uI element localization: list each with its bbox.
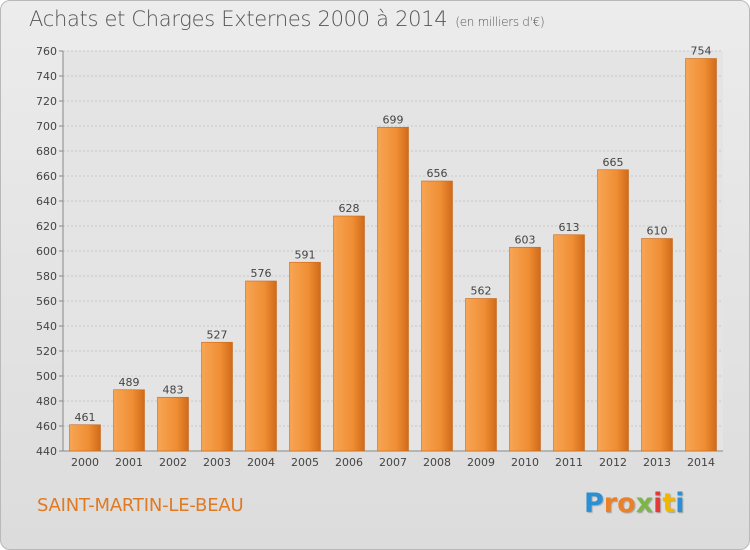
x-tick-label: 2011: [555, 456, 583, 469]
x-tick-label: 2001: [115, 456, 143, 469]
y-tick-label: 640: [36, 195, 57, 208]
bar: [377, 126, 409, 452]
x-tick-label: 2000: [71, 456, 99, 469]
data-label: 591: [295, 248, 316, 261]
y-tick-label: 580: [36, 270, 57, 283]
data-label: 754: [691, 45, 712, 58]
bar: [465, 298, 497, 452]
x-tick-label: 2004: [247, 456, 275, 469]
x-tick-label: 2007: [379, 456, 407, 469]
logo-letter: o: [617, 488, 636, 519]
location-label: SAINT-MARTIN-LE-BEAU: [37, 495, 244, 516]
bar-group: [69, 424, 101, 452]
x-tick-label: 2013: [643, 456, 671, 469]
bar: [157, 396, 189, 452]
bar: [245, 280, 277, 452]
data-label: 656: [427, 167, 448, 180]
chart-subtitle: (en milliers d'€): [455, 15, 545, 29]
y-tick-label: 680: [36, 145, 57, 158]
bar-group: [201, 341, 233, 452]
y-tick-label: 600: [36, 245, 57, 258]
bar: [69, 424, 101, 452]
bar-group: [333, 215, 365, 452]
data-label: 628: [339, 202, 360, 215]
bar: [289, 261, 321, 452]
bar-group: [245, 280, 277, 452]
x-tick-label: 2003: [203, 456, 231, 469]
y-tick-label: 440: [36, 445, 57, 458]
bar: [421, 180, 453, 452]
bar-group: [553, 234, 585, 452]
logo-letter: P: [584, 488, 604, 519]
data-label: 489: [119, 376, 140, 389]
y-tick-label: 660: [36, 170, 57, 183]
bar: [509, 246, 541, 452]
data-label: 665: [603, 156, 624, 169]
bar: [641, 238, 673, 452]
bar: [553, 234, 585, 452]
x-tick-label: 2002: [159, 456, 187, 469]
x-tick-label: 2014: [687, 456, 715, 469]
data-label: 603: [515, 233, 536, 246]
logo-letter: i: [653, 488, 663, 519]
logo-letter: t: [662, 488, 676, 519]
logo-letter: r: [603, 488, 618, 519]
bar: [333, 215, 365, 452]
bars-layer: [69, 58, 717, 452]
y-tick-label: 520: [36, 345, 57, 358]
y-tick-label: 560: [36, 295, 57, 308]
bar-group: [597, 169, 629, 452]
data-label: 562: [471, 285, 492, 298]
bar: [201, 341, 233, 452]
bar-group: [157, 396, 189, 452]
bar: [113, 389, 145, 452]
logo-letter: i: [675, 488, 685, 519]
data-label: 613: [559, 221, 580, 234]
data-label: 610: [647, 225, 668, 238]
title-text: Achats et Charges Externes 2000 à 2014: [29, 7, 448, 31]
bar: [597, 169, 629, 452]
x-tick-label: 2012: [599, 456, 627, 469]
y-tick-label: 500: [36, 370, 57, 383]
bar-group: [289, 261, 321, 452]
bar-group: [421, 180, 453, 452]
data-label: 483: [163, 383, 184, 396]
labels-layer: 440 460 480 500 520 540 560 580 600 620 640 660 680 7…: [36, 45, 715, 470]
bar-group: [641, 238, 673, 452]
bar-group: [377, 126, 409, 452]
chart-title: Achats et Charges Externes 2000 à 2014 (e…: [29, 7, 545, 31]
y-tick-label: 460: [36, 420, 57, 433]
x-tick-label: 2009: [467, 456, 495, 469]
logo-letter: x: [635, 488, 654, 519]
y-tick-label: 480: [36, 395, 57, 408]
y-tick-label: 540: [36, 320, 57, 333]
data-label: 576: [251, 267, 272, 280]
y-tick-label: 720: [36, 95, 57, 108]
bar: [685, 58, 717, 452]
y-tick-label: 620: [36, 220, 57, 233]
proxiti-logo: Proxiti: [584, 488, 685, 519]
data-label: 461: [75, 411, 96, 424]
bar-group: [465, 298, 497, 452]
bar-group: [509, 246, 541, 452]
y-tick-label: 740: [36, 70, 57, 83]
x-tick-label: 2005: [291, 456, 319, 469]
data-label: 527: [207, 328, 228, 341]
x-tick-label: 2010: [511, 456, 539, 469]
data-label: 699: [383, 113, 404, 126]
bar-group: [113, 389, 145, 452]
y-tick-label: 760: [36, 45, 57, 58]
y-tick-label: 700: [36, 120, 57, 133]
x-tick-label: 2006: [335, 456, 363, 469]
bar-group: [685, 58, 717, 452]
x-tick-label: 2008: [423, 456, 451, 469]
